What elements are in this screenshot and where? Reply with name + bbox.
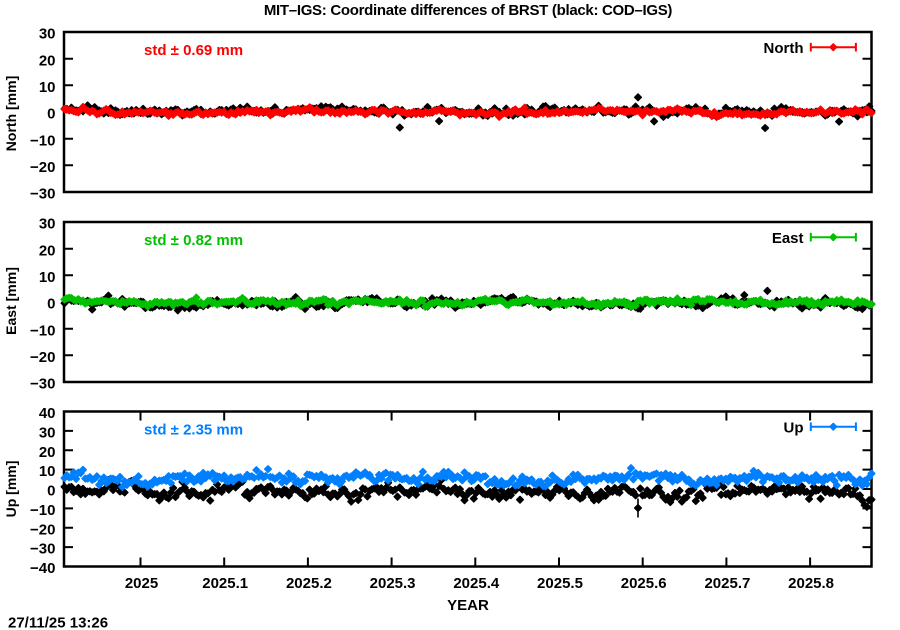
svg-text:−30: −30 [30, 186, 55, 203]
svg-text:10: 10 [39, 79, 56, 96]
svg-text:30: 30 [39, 26, 56, 43]
svg-text:East: East [772, 230, 804, 247]
svg-text:20: 20 [39, 444, 56, 461]
svg-text:YEAR: YEAR [447, 597, 489, 614]
svg-text:2025.1: 2025.1 [202, 575, 248, 592]
svg-text:20: 20 [39, 242, 56, 259]
svg-text:30: 30 [39, 216, 56, 233]
svg-text:East [mm]: East [mm] [3, 267, 19, 335]
svg-text:North: North [764, 40, 804, 57]
svg-text:30: 30 [39, 425, 56, 442]
svg-text:−30: −30 [30, 541, 55, 558]
svg-text:North [mm]: North [mm] [3, 76, 19, 151]
svg-text:Up: Up [784, 420, 804, 437]
svg-text:−40: −40 [30, 560, 55, 577]
svg-text:2025.2: 2025.2 [286, 575, 332, 592]
svg-text:−20: −20 [30, 521, 55, 538]
svg-text:−20: −20 [30, 349, 55, 366]
svg-text:std ± 2.35 mm: std ± 2.35 mm [144, 421, 243, 438]
svg-text:−20: −20 [30, 159, 55, 176]
svg-text:10: 10 [39, 269, 56, 286]
svg-text:−10: −10 [30, 322, 55, 339]
svg-text:0: 0 [47, 483, 55, 500]
svg-text:40: 40 [39, 405, 56, 422]
svg-text:2025.5: 2025.5 [537, 575, 583, 592]
svg-text:0: 0 [47, 106, 55, 123]
svg-text:10: 10 [39, 463, 56, 480]
svg-text:2025.8: 2025.8 [788, 575, 834, 592]
svg-text:2025.6: 2025.6 [621, 575, 667, 592]
svg-text:27/11/25 13:26: 27/11/25 13:26 [8, 615, 108, 630]
svg-text:−10: −10 [30, 502, 55, 519]
svg-text:std ± 0.69 mm: std ± 0.69 mm [144, 42, 243, 59]
svg-text:Up [mm]: Up [mm] [3, 461, 19, 518]
svg-text:20: 20 [39, 52, 56, 69]
svg-text:2025.3: 2025.3 [370, 575, 416, 592]
svg-text:MIT–IGS: Coordinate difference: MIT–IGS: Coordinate differences of BRST … [264, 2, 673, 19]
svg-text:2025.7: 2025.7 [704, 575, 750, 592]
svg-text:2025: 2025 [125, 575, 158, 592]
svg-text:std ± 0.82 mm: std ± 0.82 mm [144, 232, 243, 249]
svg-text:−30: −30 [30, 376, 55, 393]
svg-text:0: 0 [47, 296, 55, 313]
svg-text:−10: −10 [30, 132, 55, 149]
svg-text:2025.4: 2025.4 [453, 575, 500, 592]
